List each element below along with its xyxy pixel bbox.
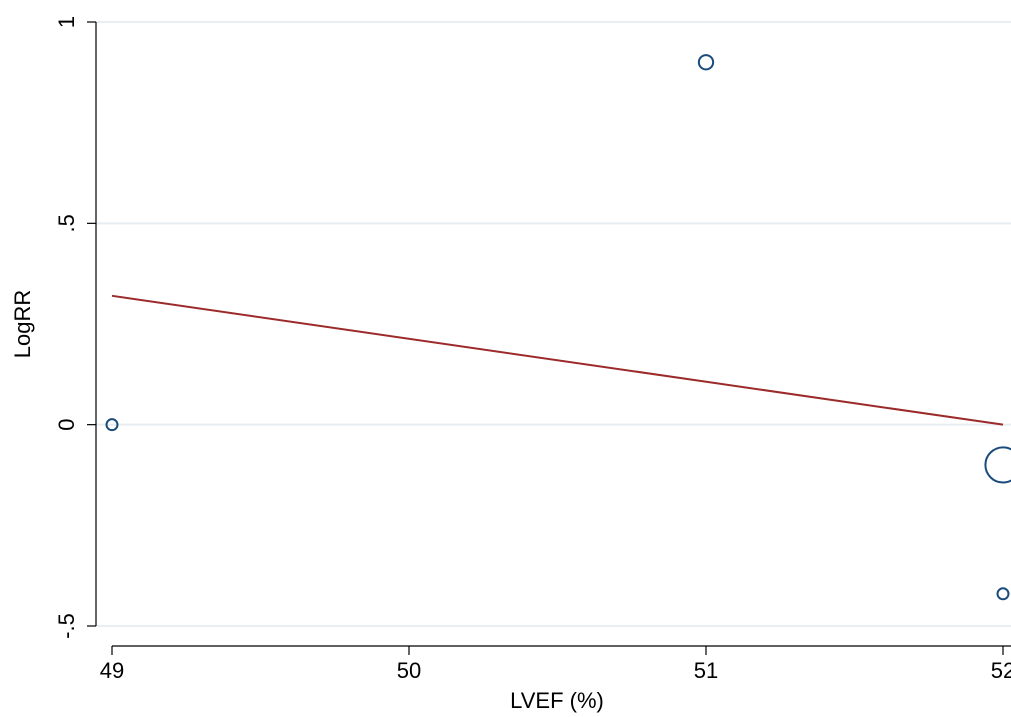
data-point-2	[985, 447, 1011, 482]
data-points	[107, 55, 1011, 599]
x-tick-label-0: 49	[100, 658, 124, 683]
x-tick-label-2: 51	[694, 658, 718, 683]
axes: -.5 0 .5 1 49 50 51 52	[54, 16, 1011, 683]
x-tick-label-1: 50	[397, 658, 421, 683]
y-tick-label-0: -.5	[54, 613, 79, 639]
data-point-3	[998, 588, 1009, 599]
fit-line-layer	[112, 296, 1003, 425]
fit-line	[112, 296, 1003, 425]
y-tick-label-1: 0	[54, 419, 79, 431]
x-axis-title: LVEF (%)	[510, 688, 604, 713]
x-tick-label-3: 52	[991, 658, 1011, 683]
y-axis-title: LogRR	[10, 290, 35, 358]
gridlines	[96, 22, 1011, 626]
y-tick-label-3: 1	[54, 16, 79, 28]
y-tick-label-2: .5	[54, 214, 79, 232]
data-point-1	[699, 55, 713, 69]
